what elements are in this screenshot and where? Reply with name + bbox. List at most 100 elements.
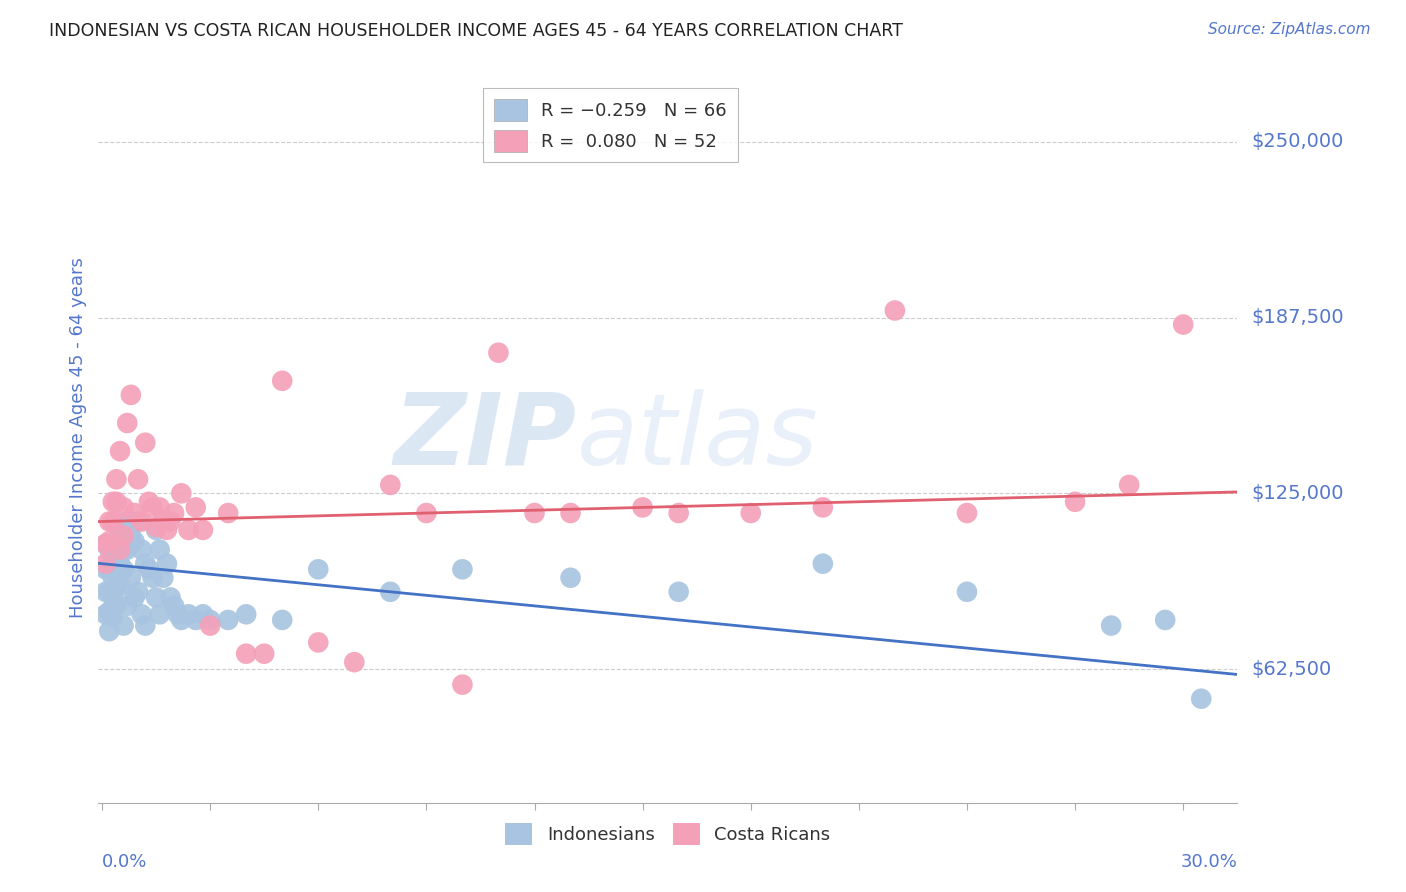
Point <box>307 635 329 649</box>
Point <box>108 542 131 557</box>
Point <box>124 591 146 605</box>
Point <box>198 618 221 632</box>
Point <box>811 500 834 515</box>
Text: $62,500: $62,500 <box>1251 660 1331 679</box>
Point <box>94 537 117 551</box>
Text: 30.0%: 30.0% <box>1181 854 1237 871</box>
Point <box>105 534 128 549</box>
Point <box>98 534 121 549</box>
Point <box>170 613 193 627</box>
Point <box>811 557 834 571</box>
Point <box>98 515 121 529</box>
Point <box>98 584 121 599</box>
Point <box>156 523 179 537</box>
Text: Source: ZipAtlas.com: Source: ZipAtlas.com <box>1208 22 1371 37</box>
Point <box>124 534 146 549</box>
Point <box>883 303 905 318</box>
Point <box>101 515 124 529</box>
Point <box>112 562 135 576</box>
Point <box>560 571 582 585</box>
Point <box>127 515 149 529</box>
Text: ZIP: ZIP <box>394 389 576 485</box>
Point <box>94 537 117 551</box>
Point <box>120 571 142 585</box>
Point <box>105 579 128 593</box>
Point <box>156 557 179 571</box>
Point <box>956 506 979 520</box>
Point <box>668 584 690 599</box>
Point <box>94 607 117 622</box>
Point <box>108 520 131 534</box>
Point <box>343 655 366 669</box>
Point <box>108 528 131 542</box>
Point <box>415 506 437 520</box>
Point <box>152 515 174 529</box>
Point <box>1064 495 1087 509</box>
Text: $187,500: $187,500 <box>1251 308 1344 327</box>
Point <box>145 591 167 605</box>
Point <box>131 542 153 557</box>
Point <box>117 515 139 529</box>
Point <box>141 500 163 515</box>
Point <box>1173 318 1195 332</box>
Point <box>134 618 156 632</box>
Text: $125,000: $125,000 <box>1251 483 1344 503</box>
Point <box>105 472 128 486</box>
Point <box>149 607 172 622</box>
Point <box>1099 618 1122 632</box>
Point <box>105 599 128 613</box>
Point <box>1118 478 1140 492</box>
Point <box>235 607 257 622</box>
Text: $250,000: $250,000 <box>1251 132 1344 151</box>
Point <box>101 495 124 509</box>
Point <box>149 542 172 557</box>
Point <box>523 506 546 520</box>
Point <box>184 613 207 627</box>
Point <box>380 584 402 599</box>
Point <box>1189 691 1212 706</box>
Point <box>191 607 214 622</box>
Point <box>94 557 117 571</box>
Point <box>159 515 181 529</box>
Point <box>560 506 582 520</box>
Point <box>235 647 257 661</box>
Point <box>120 388 142 402</box>
Point <box>131 607 153 622</box>
Point <box>451 562 474 576</box>
Point <box>131 515 153 529</box>
Point <box>170 486 193 500</box>
Point <box>134 435 156 450</box>
Point <box>94 562 117 576</box>
Point <box>956 584 979 599</box>
Point <box>145 523 167 537</box>
Point <box>108 444 131 458</box>
Point <box>101 571 124 585</box>
Point <box>98 542 121 557</box>
Point <box>184 500 207 515</box>
Point <box>138 562 160 576</box>
Text: 0.0%: 0.0% <box>103 854 148 871</box>
Legend: Indonesians, Costa Ricans: Indonesians, Costa Ricans <box>498 816 838 852</box>
Point <box>307 562 329 576</box>
Point <box>1154 613 1177 627</box>
Point <box>98 562 121 576</box>
Point <box>108 557 131 571</box>
Point <box>198 613 221 627</box>
Point <box>101 591 124 605</box>
Point <box>166 607 188 622</box>
Point <box>191 523 214 537</box>
Point <box>98 624 121 639</box>
Text: INDONESIAN VS COSTA RICAN HOUSEHOLDER INCOME AGES 45 - 64 YEARS CORRELATION CHAR: INDONESIAN VS COSTA RICAN HOUSEHOLDER IN… <box>49 22 903 40</box>
Point <box>149 500 172 515</box>
Point <box>740 506 762 520</box>
Text: atlas: atlas <box>576 389 818 485</box>
Point <box>108 579 131 593</box>
Point <box>271 374 294 388</box>
Point <box>127 584 149 599</box>
Point <box>117 542 139 557</box>
Point <box>101 610 124 624</box>
Point <box>145 520 167 534</box>
Point <box>177 523 200 537</box>
Point <box>163 599 186 613</box>
Point <box>94 584 117 599</box>
